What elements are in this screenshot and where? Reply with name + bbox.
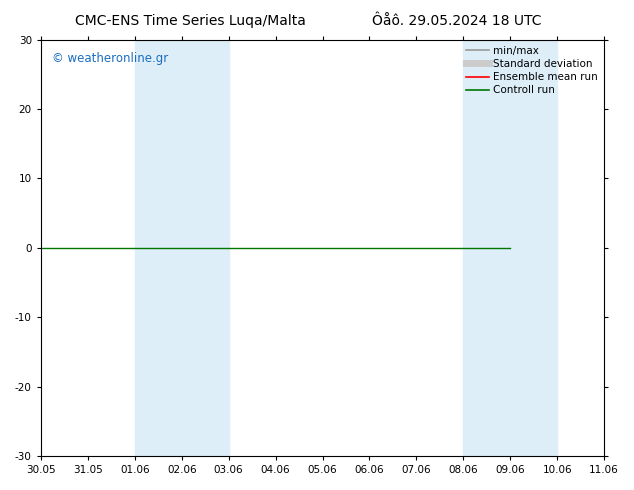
Text: Ôåô. 29.05.2024 18 UTC: Ôåô. 29.05.2024 18 UTC	[372, 14, 541, 28]
Bar	[463, 40, 557, 456]
Legend: min/max, Standard deviation, Ensemble mean run, Controll run: min/max, Standard deviation, Ensemble me…	[462, 42, 602, 99]
Text: © weatheronline.gr: © weatheronline.gr	[52, 52, 169, 65]
Text: CMC-ENS Time Series Luqa/Malta: CMC-ENS Time Series Luqa/Malta	[75, 14, 306, 28]
Bar	[135, 40, 229, 456]
